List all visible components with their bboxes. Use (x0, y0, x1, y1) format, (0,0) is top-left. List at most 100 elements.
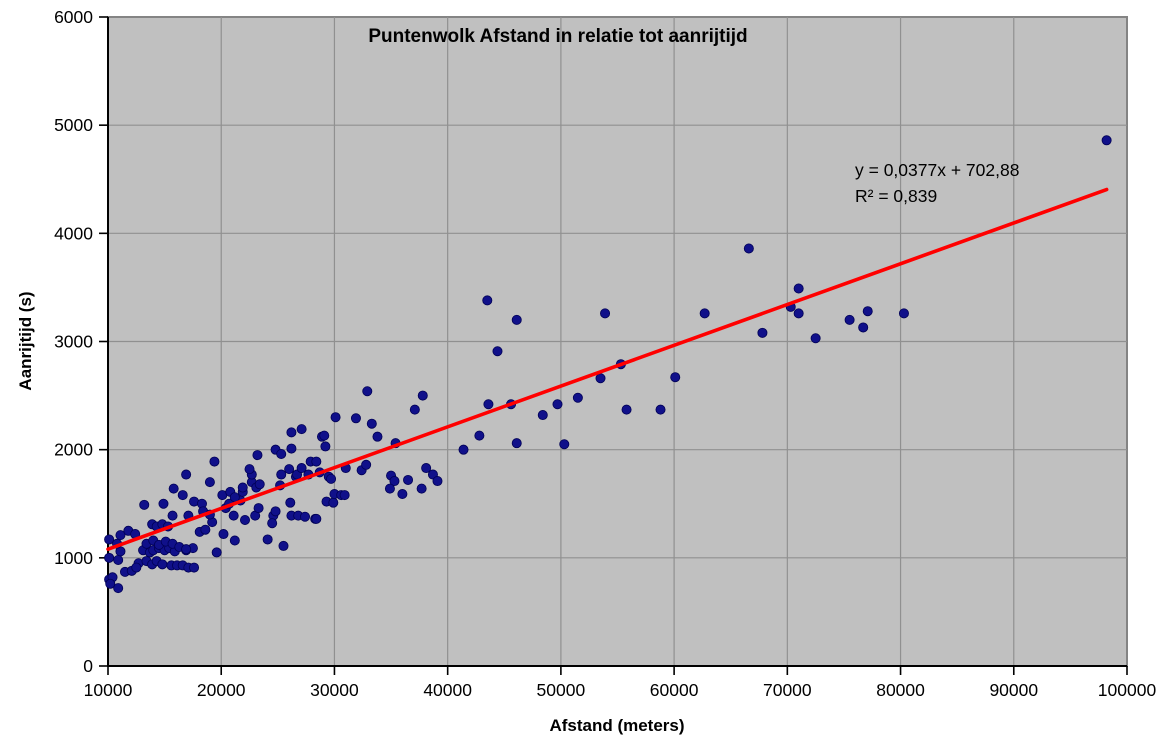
data-point (105, 578, 116, 589)
data-point (743, 243, 754, 254)
data-point (252, 450, 263, 461)
data-point (113, 583, 124, 594)
data-point (104, 534, 115, 545)
data-point (757, 327, 768, 338)
data-point (432, 476, 443, 487)
x-tick-label: 50000 (537, 680, 586, 700)
data-point (278, 540, 289, 551)
data-point (793, 283, 804, 294)
data-point (482, 295, 493, 306)
data-point (384, 483, 395, 494)
y-tick-label: 3000 (54, 332, 93, 352)
data-point (403, 474, 414, 485)
x-tick-label: 60000 (650, 680, 699, 700)
data-point (253, 503, 264, 514)
data-point (595, 373, 606, 384)
data-point (200, 524, 211, 535)
data-point (158, 498, 169, 509)
data-point (537, 410, 548, 421)
data-point (844, 314, 855, 325)
data-point (421, 463, 432, 474)
data-point (113, 554, 124, 565)
data-point (115, 530, 126, 541)
data-point (237, 482, 248, 493)
data-point (204, 477, 215, 488)
data-point (239, 514, 250, 525)
data-point (350, 413, 361, 424)
data-point (372, 431, 383, 442)
data-point (218, 529, 229, 540)
data-point (167, 510, 178, 521)
trendline-equation: y = 0,0377x + 702,88 (855, 160, 1020, 180)
data-point (552, 399, 563, 410)
data-point (104, 552, 115, 563)
data-point (244, 464, 255, 475)
data-point (326, 473, 337, 484)
data-point (157, 559, 168, 570)
data-point (276, 448, 287, 459)
x-tick-label: 10000 (84, 680, 133, 700)
trendline-r-squared: R² = 0,839 (855, 186, 938, 206)
data-point (319, 430, 330, 441)
data-point (621, 404, 632, 415)
trendline-label: y = 0,0377x + 702,88 R² = 0,839 (855, 157, 1019, 209)
data-point (492, 346, 503, 357)
y-tick-label: 4000 (54, 223, 93, 243)
data-point (361, 459, 372, 470)
x-tick-label: 90000 (989, 680, 1038, 700)
data-point (417, 390, 428, 401)
data-point (168, 483, 179, 494)
x-tick-label: 40000 (423, 680, 472, 700)
data-point (511, 314, 522, 325)
data-point (397, 489, 408, 500)
x-tick-label: 70000 (763, 680, 812, 700)
data-point (858, 322, 869, 333)
data-point (228, 510, 239, 521)
data-point (300, 511, 311, 522)
y-tick-label: 1000 (54, 548, 93, 568)
data-point (254, 479, 265, 490)
data-point (262, 534, 273, 545)
data-point (862, 306, 873, 317)
data-point (229, 535, 240, 546)
y-axis-title: Aanrijtijd (s) (16, 291, 35, 391)
y-tick-label: 5000 (54, 115, 93, 135)
y-tick-label: 2000 (54, 440, 93, 460)
data-point (296, 463, 307, 474)
x-tick-label: 30000 (310, 680, 359, 700)
data-point (474, 430, 485, 441)
data-point (810, 333, 821, 344)
data-point (267, 518, 278, 529)
data-point (285, 497, 296, 508)
data-point (320, 441, 331, 452)
data-point (366, 418, 377, 429)
data-point (181, 544, 192, 555)
data-point (483, 399, 494, 410)
y-tick-label: 0 (83, 656, 93, 676)
data-point (131, 562, 142, 573)
data-point (286, 427, 297, 438)
data-point (670, 372, 681, 383)
data-point (328, 497, 339, 508)
data-point (276, 469, 287, 480)
data-point (339, 490, 350, 501)
data-point (389, 476, 400, 487)
data-point (181, 469, 192, 480)
data-point (330, 412, 341, 423)
data-point (211, 547, 222, 558)
data-point (511, 438, 522, 449)
data-point (311, 456, 322, 467)
y-tick-label: 6000 (54, 7, 93, 27)
data-point (458, 444, 469, 455)
chart-title: Puntenwolk Afstand in relatie tot aanrij… (368, 26, 748, 47)
x-axis-title: Afstand (meters) (549, 716, 685, 735)
data-point (600, 308, 611, 319)
data-point (286, 443, 297, 454)
data-point (296, 424, 307, 435)
data-point (699, 308, 710, 319)
data-point (572, 392, 583, 403)
x-tick-label: 80000 (876, 680, 925, 700)
data-point (655, 404, 666, 415)
